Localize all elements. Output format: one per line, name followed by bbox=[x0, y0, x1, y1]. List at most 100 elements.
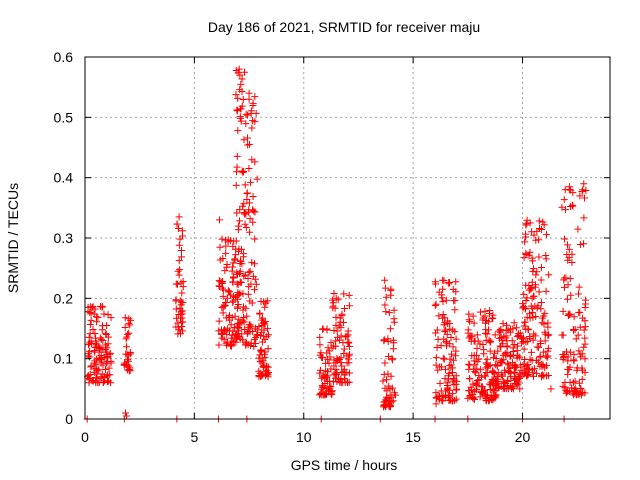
data-point bbox=[567, 291, 575, 299]
data-point bbox=[216, 243, 224, 251]
data-point bbox=[232, 181, 240, 189]
x-axis-label: GPS time / hours bbox=[291, 457, 398, 473]
data-point bbox=[345, 302, 353, 310]
data-point bbox=[525, 252, 533, 260]
data-point bbox=[560, 196, 568, 204]
data-point bbox=[234, 127, 242, 135]
data-point bbox=[333, 357, 341, 365]
data-point bbox=[537, 276, 545, 284]
data-point bbox=[493, 377, 501, 385]
data-point bbox=[382, 293, 390, 301]
data-point bbox=[502, 385, 510, 393]
data-point bbox=[529, 313, 537, 321]
data-point bbox=[514, 380, 522, 388]
data-point bbox=[94, 313, 102, 321]
data-point bbox=[481, 386, 489, 394]
data-point bbox=[470, 319, 478, 327]
data-point bbox=[572, 387, 580, 395]
data-point bbox=[237, 80, 245, 88]
data-point bbox=[324, 372, 332, 380]
data-point bbox=[122, 350, 130, 358]
data-point bbox=[318, 385, 326, 393]
data-point bbox=[336, 314, 344, 322]
data-point bbox=[497, 333, 505, 341]
data-point bbox=[522, 233, 530, 241]
data-point bbox=[259, 362, 267, 370]
data-point bbox=[571, 377, 579, 385]
data-point bbox=[229, 337, 237, 345]
data-point bbox=[482, 319, 490, 327]
data-point bbox=[569, 189, 577, 197]
data-point bbox=[433, 326, 441, 334]
data-point bbox=[102, 329, 110, 337]
data-point bbox=[448, 350, 456, 358]
data-point bbox=[126, 367, 134, 375]
data-point bbox=[223, 294, 231, 302]
data-point bbox=[243, 312, 251, 320]
data-point bbox=[439, 311, 447, 319]
data-point bbox=[172, 280, 180, 288]
data-point bbox=[560, 274, 568, 282]
data-point bbox=[245, 89, 253, 97]
data-point bbox=[261, 348, 269, 356]
data-point bbox=[387, 285, 395, 293]
data-point bbox=[545, 271, 553, 279]
data-point bbox=[233, 209, 241, 217]
data-point bbox=[315, 391, 323, 399]
data-point bbox=[525, 281, 533, 289]
data-point bbox=[222, 236, 230, 244]
data-point bbox=[249, 101, 257, 109]
data-point bbox=[84, 371, 92, 379]
data-point bbox=[562, 389, 570, 397]
data-point bbox=[535, 236, 543, 244]
data-point bbox=[243, 196, 251, 204]
data-point bbox=[215, 277, 223, 285]
data-point bbox=[85, 376, 93, 384]
data-point bbox=[520, 345, 528, 353]
data-point bbox=[536, 362, 544, 370]
data-point bbox=[250, 207, 258, 215]
data-point bbox=[435, 312, 443, 320]
data-point bbox=[245, 323, 253, 331]
data-point bbox=[521, 318, 529, 326]
data-point bbox=[246, 267, 254, 275]
data-point bbox=[482, 397, 490, 405]
data-point bbox=[506, 353, 514, 361]
data-point bbox=[173, 314, 181, 322]
data-point bbox=[237, 318, 245, 326]
data-point bbox=[487, 391, 495, 399]
data-point bbox=[447, 334, 455, 342]
data-point bbox=[322, 367, 330, 375]
data-point bbox=[88, 303, 96, 311]
data-point bbox=[508, 383, 516, 391]
data-point bbox=[466, 318, 474, 326]
data-point bbox=[480, 387, 488, 395]
data-point bbox=[567, 202, 575, 210]
data-point bbox=[221, 302, 229, 310]
data-point bbox=[337, 354, 345, 362]
data-point bbox=[530, 231, 538, 239]
data-point bbox=[385, 309, 393, 317]
data-point bbox=[245, 165, 253, 173]
y-tick-label: 0.5 bbox=[54, 109, 74, 125]
data-point bbox=[436, 379, 444, 387]
data-point bbox=[561, 379, 569, 387]
data-point bbox=[449, 374, 457, 382]
data-point bbox=[545, 331, 553, 339]
data-point bbox=[127, 316, 135, 324]
data-point bbox=[464, 329, 472, 337]
data-point bbox=[107, 357, 115, 365]
data-point bbox=[576, 240, 584, 248]
data-point bbox=[256, 332, 264, 340]
data-point bbox=[222, 299, 230, 307]
data-point bbox=[316, 341, 324, 349]
data-point bbox=[469, 312, 477, 320]
data-point bbox=[540, 221, 548, 229]
data-point bbox=[483, 330, 491, 338]
data-point bbox=[322, 391, 330, 399]
data-point bbox=[526, 310, 534, 318]
data-point bbox=[537, 263, 545, 271]
data-point bbox=[537, 305, 545, 313]
data-point bbox=[240, 313, 248, 321]
data-point bbox=[506, 364, 514, 372]
